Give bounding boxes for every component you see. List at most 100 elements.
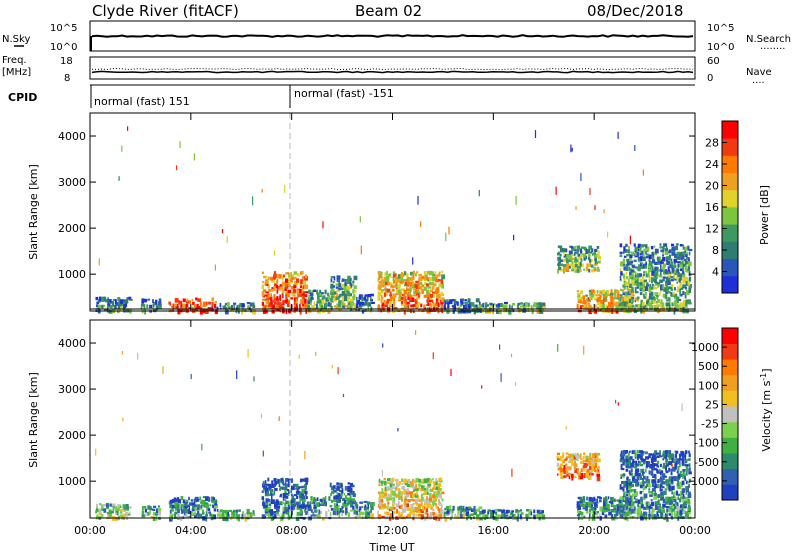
range-cell	[610, 304, 614, 309]
range-cell	[648, 261, 652, 266]
range-cell	[654, 278, 657, 284]
range-cell	[423, 309, 427, 312]
range-cell	[343, 493, 346, 496]
colorbar-swatch	[722, 343, 738, 360]
range-cell	[413, 511, 416, 516]
range-cell	[205, 496, 209, 501]
range-cell	[180, 303, 183, 308]
range-cell	[407, 513, 411, 517]
range-cell	[656, 511, 659, 517]
range-cell	[381, 515, 386, 519]
range-cell	[687, 485, 690, 488]
range-cell	[668, 508, 673, 513]
range-cell	[682, 500, 687, 506]
range-cell	[185, 305, 188, 311]
colorbar-tick-label: 500	[698, 360, 719, 373]
range-cell	[238, 516, 240, 522]
range-cell	[189, 300, 192, 304]
range-cell	[380, 483, 383, 487]
range-cell	[327, 292, 330, 296]
range-cell	[448, 508, 452, 511]
range-cell	[197, 305, 201, 309]
range-cell	[648, 259, 651, 263]
range-cell	[273, 297, 277, 301]
range-cell	[313, 496, 316, 502]
range-cell	[576, 290, 579, 293]
range-cell	[673, 264, 677, 269]
range-cell	[265, 283, 269, 287]
range-cell	[653, 296, 656, 301]
range-cell	[665, 458, 668, 462]
range-cell	[233, 509, 236, 513]
range-cell	[392, 279, 396, 284]
range-cell	[516, 516, 519, 522]
range-cell	[677, 460, 681, 465]
range-cell	[406, 287, 408, 291]
range-cell	[577, 473, 582, 476]
range-cell	[639, 256, 644, 261]
isolated-echo	[412, 257, 414, 265]
range-cell	[213, 508, 217, 512]
colorbar-swatch	[722, 359, 738, 376]
range-cell	[659, 243, 662, 246]
range-cell	[451, 508, 454, 513]
range-cell	[432, 481, 436, 484]
range-cell	[602, 504, 607, 510]
range-cell	[610, 509, 615, 513]
range-cell	[275, 284, 278, 289]
colorbar-swatch	[722, 468, 738, 485]
range-cell	[333, 500, 337, 503]
range-cell	[665, 269, 668, 274]
isolated-echo	[445, 232, 447, 242]
range-cell	[404, 306, 407, 310]
range-cell	[304, 477, 309, 483]
range-cell	[336, 278, 340, 283]
range-cell	[380, 271, 383, 276]
range-cell	[227, 511, 229, 516]
range-cell	[391, 511, 396, 515]
range-cell	[279, 284, 283, 287]
range-cell	[628, 481, 633, 486]
range-cell	[291, 495, 295, 501]
range-cell	[411, 506, 416, 509]
isolated-echo	[122, 417, 124, 422]
range-cell	[668, 513, 672, 516]
range-cell	[602, 508, 606, 513]
range-cell	[484, 306, 487, 310]
range-cell	[158, 510, 162, 516]
range-cell	[338, 512, 341, 518]
range-cell	[98, 511, 102, 515]
range-cell	[642, 506, 647, 510]
nave-tick-bottom: 0	[707, 73, 713, 84]
range-cell	[444, 516, 448, 522]
range-cell	[632, 493, 635, 497]
range-cell	[180, 506, 183, 511]
range-cell	[412, 294, 417, 297]
range-cell	[654, 266, 658, 271]
range-cell	[305, 480, 308, 485]
range-cell	[304, 490, 308, 495]
range-cell	[235, 509, 238, 513]
range-cell	[301, 478, 305, 482]
range-cell	[580, 511, 584, 516]
range-cell	[610, 513, 614, 519]
range-cell	[579, 471, 582, 477]
range-cell	[677, 263, 680, 268]
colorbar-swatch	[722, 453, 738, 470]
range-cell	[676, 251, 681, 257]
range-cell	[231, 514, 235, 518]
range-cell	[292, 486, 295, 490]
range-cell	[591, 292, 593, 295]
range-cell	[626, 294, 629, 297]
range-cell	[457, 301, 459, 306]
range-cell	[636, 251, 640, 257]
range-cell	[350, 490, 353, 496]
range-cell	[412, 494, 415, 497]
range-cell	[538, 512, 543, 515]
range-cell	[642, 293, 645, 298]
range-cell	[381, 504, 384, 507]
range-cell	[586, 297, 589, 301]
range-cell	[323, 499, 327, 504]
range-cell	[596, 246, 600, 249]
colorbar-swatch	[722, 328, 738, 344]
